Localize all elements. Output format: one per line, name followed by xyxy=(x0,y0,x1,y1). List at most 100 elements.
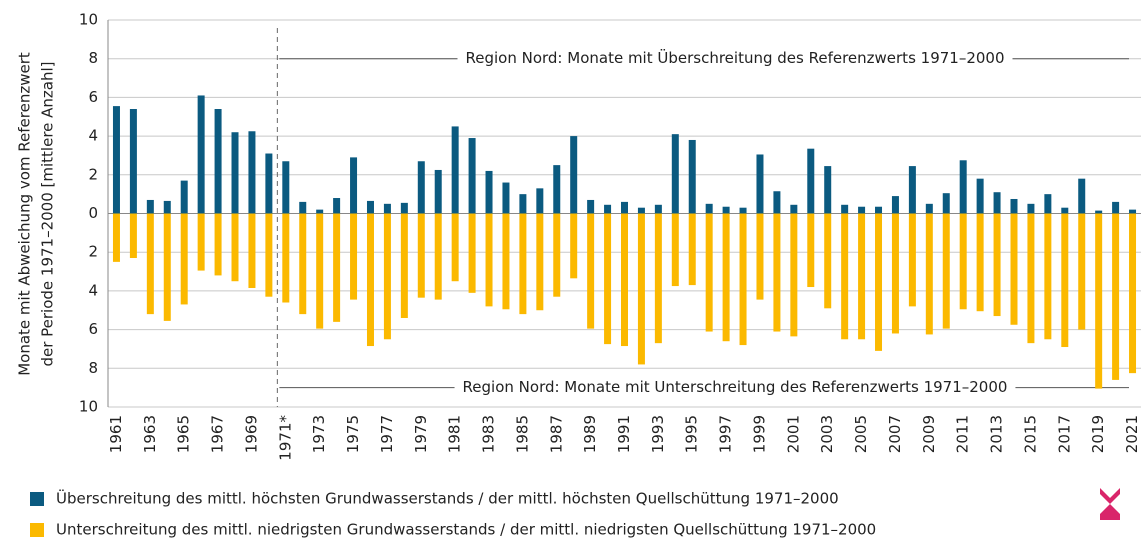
bar xyxy=(1061,207,1069,214)
bar xyxy=(400,202,408,214)
download-icon[interactable] xyxy=(1100,488,1120,520)
bar xyxy=(637,207,645,214)
annotation-bg xyxy=(457,48,1013,68)
bar xyxy=(722,213,730,342)
bar xyxy=(891,196,899,214)
bar xyxy=(536,188,544,214)
bar xyxy=(434,169,442,214)
bar xyxy=(1027,213,1035,344)
x-tick-label: 2007 xyxy=(886,415,904,453)
y-tick-label: 0 xyxy=(88,204,98,222)
bar xyxy=(146,213,154,315)
bar xyxy=(553,213,561,297)
bar xyxy=(570,213,578,279)
bar xyxy=(587,199,595,214)
bar xyxy=(366,200,374,214)
bar xyxy=(197,95,205,214)
bar xyxy=(654,204,662,214)
bar xyxy=(1061,213,1069,348)
legend-label: Überschreitung des mittl. höchsten Grund… xyxy=(56,489,839,508)
bar xyxy=(163,200,171,214)
bar xyxy=(739,213,747,346)
bar xyxy=(925,213,933,335)
bar xyxy=(1044,213,1052,340)
annotation: Region Nord: Monate mit Überschreitung d… xyxy=(465,48,1004,67)
bar xyxy=(1078,178,1086,214)
x-tick-label: 1981 xyxy=(446,415,464,453)
bar xyxy=(265,153,273,214)
bar xyxy=(1129,213,1137,374)
x-tick-label: 2003 xyxy=(818,415,836,453)
x-tick-label: 1971* xyxy=(276,415,294,461)
x-tick-label: 1961 xyxy=(107,415,125,453)
bar xyxy=(350,213,358,300)
bar xyxy=(993,192,1001,214)
bar xyxy=(671,134,679,214)
bar xyxy=(875,213,883,351)
x-tick-label: 1969 xyxy=(242,415,260,453)
y-axis-label: Monate mit Abweichung vom Referenzwert xyxy=(16,52,34,376)
bar xyxy=(451,213,459,282)
bar xyxy=(502,182,510,214)
bar xyxy=(688,139,696,214)
bar xyxy=(807,213,815,288)
bar xyxy=(112,106,120,214)
bar xyxy=(908,213,916,307)
bar xyxy=(621,213,628,347)
x-tick-label: 2001 xyxy=(784,415,802,453)
bar xyxy=(485,170,493,214)
x-tick-label: 2015 xyxy=(1021,415,1039,453)
bar xyxy=(705,213,713,332)
bar xyxy=(773,213,781,332)
x-tick-label: 2019 xyxy=(1089,415,1107,453)
y-tick-label: 6 xyxy=(88,320,98,338)
bar xyxy=(891,213,899,334)
bar xyxy=(146,199,154,214)
y-tick-label: 8 xyxy=(88,359,98,377)
bar xyxy=(959,213,967,310)
bar xyxy=(993,213,1001,317)
bar xyxy=(671,213,679,287)
bar xyxy=(1095,210,1103,214)
bar xyxy=(536,213,544,311)
bar xyxy=(485,213,493,307)
bar xyxy=(383,213,391,340)
bar xyxy=(807,148,815,214)
bar xyxy=(824,166,832,214)
bar xyxy=(231,132,239,214)
x-tick-label: 1985 xyxy=(513,415,531,453)
annotation-bg xyxy=(454,378,1016,397)
bar xyxy=(942,193,950,214)
x-tick-label: 1989 xyxy=(581,415,599,453)
legend-label: Unterschreitung des mittl. niedrigsten G… xyxy=(56,521,876,539)
bar xyxy=(1044,194,1052,214)
bar xyxy=(942,213,950,329)
x-tick-label: 1991 xyxy=(615,415,633,453)
x-tick-label: 1965 xyxy=(175,415,193,453)
x-tick-label: 2011 xyxy=(954,415,972,453)
y-tick-label: 4 xyxy=(88,127,98,145)
bar xyxy=(1010,213,1018,325)
bar xyxy=(434,213,442,300)
bar xyxy=(959,160,967,214)
bar xyxy=(282,213,290,303)
bar xyxy=(756,213,764,300)
bar xyxy=(519,194,527,214)
bar xyxy=(231,213,239,282)
bar xyxy=(654,213,662,344)
y-tick-label: 2 xyxy=(88,243,98,261)
x-tick-label: 1967 xyxy=(209,415,227,453)
x-tick-label: 2017 xyxy=(1055,415,1073,453)
bar xyxy=(587,213,595,329)
bar xyxy=(214,213,222,276)
bar xyxy=(1027,203,1035,214)
x-tick-label: 2021 xyxy=(1123,415,1141,453)
bar xyxy=(756,154,764,214)
bar xyxy=(417,213,425,298)
bar xyxy=(400,213,408,318)
bar xyxy=(553,165,561,214)
bar xyxy=(604,204,612,214)
bar xyxy=(350,157,358,214)
legend-swatch xyxy=(30,523,44,537)
